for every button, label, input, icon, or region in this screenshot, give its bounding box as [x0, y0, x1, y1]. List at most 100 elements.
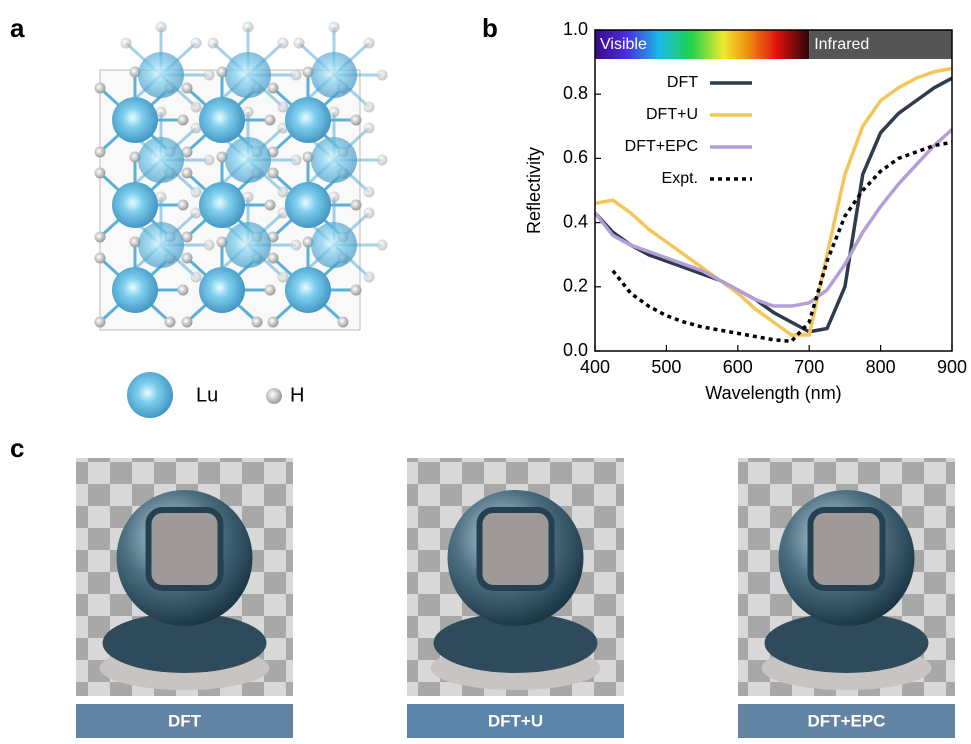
band-label: Infrared	[814, 36, 869, 53]
lu-atom	[285, 182, 331, 228]
h-atom	[364, 187, 375, 198]
legend-label: DFT	[667, 74, 698, 91]
lu-atom	[285, 267, 331, 313]
window	[149, 510, 221, 588]
h-atom	[291, 155, 302, 166]
y-axis-label: Reflectivity	[524, 147, 544, 234]
panel-label: b	[482, 13, 498, 43]
x-tick-label: 700	[794, 357, 824, 377]
h-legend-icon	[266, 388, 282, 404]
h-atom	[278, 272, 289, 283]
h-atom	[278, 102, 289, 113]
band-label: Visible	[600, 36, 647, 53]
lu-atom	[311, 52, 357, 98]
lu-atom	[112, 97, 158, 143]
h-atom	[208, 38, 219, 49]
lu-atom	[138, 137, 184, 183]
h-atom	[377, 70, 388, 81]
h-atom	[95, 83, 106, 94]
h-atom	[291, 240, 302, 251]
h-atom	[191, 187, 202, 198]
lu-atom	[138, 52, 184, 98]
x-tick-label: 500	[651, 357, 681, 377]
h-atom	[95, 232, 106, 243]
lu-atom	[138, 222, 184, 268]
lu-atom	[311, 222, 357, 268]
lu-atom	[311, 137, 357, 183]
h-atom	[121, 38, 132, 49]
caption: DFT+U	[488, 711, 543, 730]
lu-atom	[112, 182, 158, 228]
window	[480, 510, 552, 588]
legend-label: Expt.	[662, 170, 698, 187]
panel-label: c	[10, 433, 24, 463]
h-atom	[364, 272, 375, 283]
h-atom	[268, 83, 279, 94]
crystal-structure	[95, 22, 388, 331]
x-axis-label: Wavelength (nm)	[705, 383, 841, 403]
h-atom	[191, 102, 202, 113]
h-atom	[165, 317, 176, 328]
h-atom	[351, 200, 362, 211]
h-atom	[191, 38, 202, 49]
h-atom	[252, 317, 263, 328]
h-atom	[278, 187, 289, 198]
h-atom	[191, 272, 202, 283]
lu-atom	[285, 97, 331, 143]
legend-label: DFT+U	[646, 106, 698, 123]
y-tick-label: 0.2	[563, 276, 588, 296]
h-atom	[364, 38, 375, 49]
h-atom	[204, 70, 215, 81]
y-tick-label: 0.6	[563, 147, 588, 167]
lu-atom	[199, 267, 245, 313]
lu-atom	[225, 52, 271, 98]
h-atom	[243, 22, 254, 33]
h-atom	[291, 70, 302, 81]
h-atom	[204, 240, 215, 251]
h-atom	[182, 168, 193, 179]
x-tick-label: 800	[866, 357, 896, 377]
h-atom	[156, 22, 167, 33]
panel-label: a	[10, 13, 25, 43]
y-tick-label: 0.8	[563, 83, 588, 103]
x-tick-label: 600	[723, 357, 753, 377]
rendering	[76, 458, 293, 696]
h-atom	[265, 285, 276, 296]
h-atom	[265, 115, 276, 126]
legend-label: Lu	[196, 384, 218, 406]
rendering	[738, 458, 955, 696]
h-atom	[178, 200, 189, 211]
lu-atom	[199, 182, 245, 228]
plot-frame	[595, 30, 952, 351]
lu-legend-icon	[127, 372, 173, 418]
h-atom	[364, 208, 375, 219]
y-tick-label: 0.4	[563, 211, 588, 231]
h-atom	[204, 155, 215, 166]
figure: a b c Lu H VisibleInfrared0.00.20.40.60.…	[0, 0, 971, 739]
h-atom	[329, 22, 340, 33]
h-atom	[268, 168, 279, 179]
h-atom	[377, 155, 388, 166]
lu-atom	[225, 222, 271, 268]
h-atom	[178, 285, 189, 296]
h-atom	[338, 317, 349, 328]
h-atom	[294, 38, 305, 49]
lu-atom	[225, 137, 271, 183]
h-atom	[182, 317, 193, 328]
window	[811, 510, 883, 588]
series-line	[595, 130, 952, 307]
h-atom	[268, 317, 279, 328]
h-atom	[95, 147, 106, 158]
h-atom	[95, 168, 106, 179]
h-atom	[364, 102, 375, 113]
h-atom	[178, 115, 189, 126]
caption: DFT+EPC	[808, 711, 886, 730]
h-atom	[351, 285, 362, 296]
h-atom	[265, 200, 276, 211]
caption: DFT	[168, 711, 202, 730]
x-tick-label: 900	[937, 357, 967, 377]
legend-label: DFT+EPC	[625, 138, 698, 155]
lu-atom	[199, 97, 245, 143]
h-atom	[95, 253, 106, 264]
h-atom	[351, 115, 362, 126]
